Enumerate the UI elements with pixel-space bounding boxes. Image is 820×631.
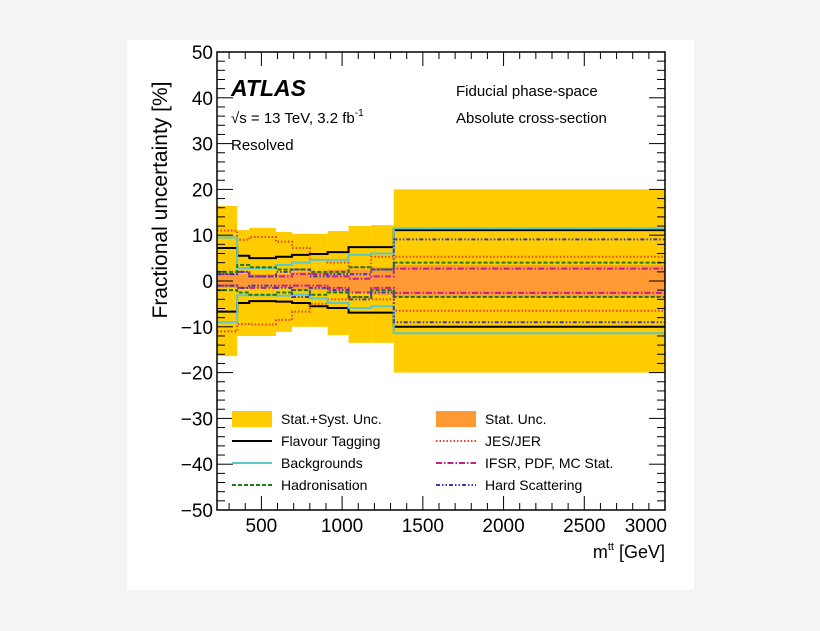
- y-tick-label: −10: [181, 318, 213, 339]
- y-tick-label: 30: [192, 135, 213, 156]
- y-tick-label: −20: [181, 364, 213, 385]
- atlas-label: ATLAS: [230, 75, 307, 101]
- x-tick-label: 500: [246, 516, 278, 537]
- legend-entry-hadronisation: Hadronisation: [232, 477, 367, 493]
- legend: Stat.+Syst. Unc. Stat. Unc. Flavour Taggin…: [232, 411, 613, 493]
- x-tick-label: 1000: [321, 516, 363, 537]
- stat-unc-band-bin: [327, 269, 349, 293]
- stat-unc-band-bin: [275, 274, 293, 288]
- hadronisation-line-down: [217, 289, 665, 299]
- y-tick-label: 40: [192, 89, 213, 110]
- legend-entry-flavour-tagging: Flavour Tagging: [232, 433, 380, 449]
- jes-jer-line-up: [217, 229, 665, 269]
- x-tick-label: 2000: [482, 516, 524, 537]
- ifsr-pdf-mc-stat-line-down: [217, 284, 665, 294]
- axes-layer: −50 −40 −30 −20 −10 0 10 20 30 40 50 500 1000 1500 200…: [181, 43, 667, 537]
- x-axis-label-m: m: [593, 542, 608, 562]
- y-tick-label: −40: [181, 455, 213, 476]
- legend-label: Hadronisation: [281, 477, 367, 493]
- x-tick-label: 3000: [625, 516, 667, 537]
- legend-label: Backgrounds: [281, 455, 363, 471]
- hard-scattering-line-down: [217, 284, 665, 324]
- y-tick-label: 20: [192, 180, 213, 201]
- flavour-tagging-line-down: [217, 300, 665, 328]
- stat-unc-band-bin: [237, 274, 250, 288]
- phase-space-label: Fiducial phase-space: [456, 83, 598, 100]
- legend-label: Stat. Unc.: [485, 411, 546, 427]
- x-axis-label: mtt [GeV]: [593, 541, 665, 562]
- x-tick-label: 1500: [402, 516, 444, 537]
- bands-layer: [217, 189, 665, 373]
- stat-unc-band-bin: [348, 269, 372, 293]
- backgrounds-line-up: [217, 227, 665, 270]
- legend-label: Flavour Tagging: [281, 433, 380, 449]
- legend-entry-stat-syst-unc: Stat.+Syst. Unc.: [232, 411, 382, 427]
- legend-swatch: [436, 411, 476, 427]
- y-tick-label: −50: [181, 501, 213, 522]
- energy-sup: -1: [355, 108, 364, 119]
- y-tick-label: −30: [181, 409, 213, 430]
- lines-layer: [217, 227, 665, 335]
- legend-entry-hard-scattering: Hard Scattering: [436, 477, 582, 493]
- legend-entry-jes-jer: JES/JER: [436, 433, 541, 449]
- legend-swatch: [232, 411, 272, 427]
- x-tick-label: 2500: [563, 516, 605, 537]
- legend-label: IFSR, PDF, MC Stat.: [485, 455, 613, 471]
- legend-label: JES/JER: [485, 433, 541, 449]
- legend-entry-stat-unc: Stat. Unc.: [436, 411, 546, 427]
- hard-scattering-line-up: [217, 238, 665, 278]
- observable-label: Absolute cross-section: [456, 110, 607, 127]
- legend-entry-backgrounds: Backgrounds: [232, 455, 363, 471]
- x-axis-label-sup: tt: [608, 541, 614, 553]
- y-tick-label: 10: [192, 226, 213, 247]
- stat-unc-band-bin: [393, 264, 665, 298]
- ifsr-pdf-mc-stat-line-up: [217, 267, 665, 280]
- jes-jer-line-down: [217, 296, 665, 333]
- energy-text: √s = 13 TeV, 3.2 fb: [231, 110, 355, 127]
- stat-unc-band-bin: [249, 274, 276, 288]
- y-axis-label: Fractional uncertainty [%]: [149, 82, 172, 319]
- y-tick-label: 50: [192, 43, 213, 64]
- legend-label: Hard Scattering: [485, 477, 582, 493]
- legend-label: Stat.+Syst. Unc.: [281, 411, 382, 427]
- legend-entry-ifsr-pdf-mc-stat: IFSR, PDF, MC Stat.: [436, 455, 613, 471]
- channel-label: Resolved: [231, 137, 294, 154]
- y-tick-label: 0: [202, 272, 213, 293]
- x-axis-label-unit: [GeV]: [614, 542, 665, 562]
- energy-label: √s = 13 TeV, 3.2 fb-1: [231, 108, 364, 127]
